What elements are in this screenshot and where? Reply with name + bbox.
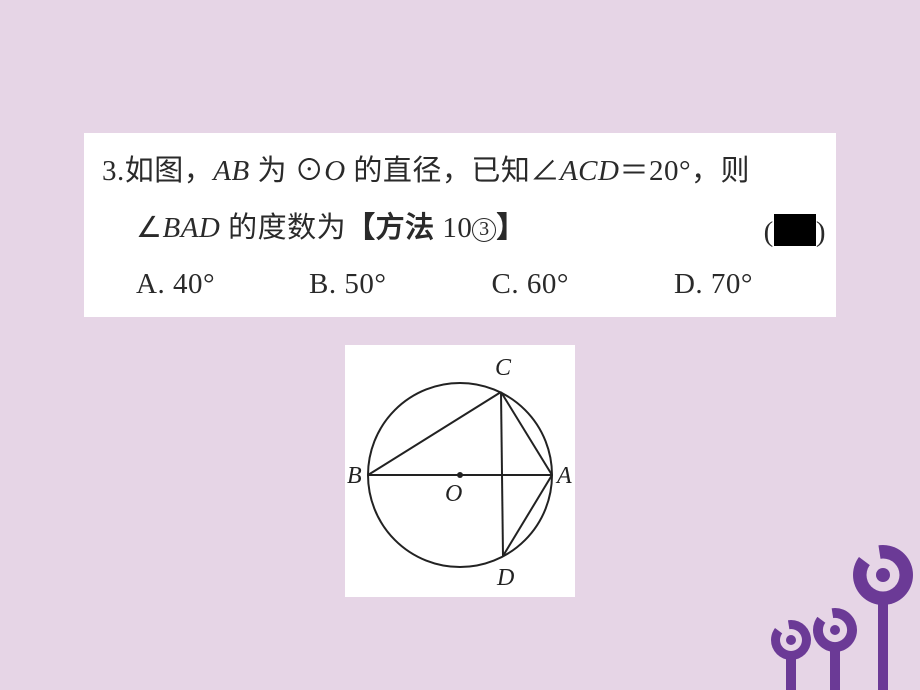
method-num: 10 [435, 212, 473, 244]
option-a: A. 40° [136, 256, 215, 313]
paren-r: ) [816, 216, 826, 248]
var-o: O [324, 155, 345, 187]
question-line-2: ∠BAD 的度数为【方法 103】 () [136, 200, 818, 257]
svg-text:A: A [555, 463, 572, 489]
t4: 的度数为 [220, 212, 346, 244]
geometry-figure: A B C D O [345, 345, 575, 597]
var-acd: ACD [560, 155, 620, 187]
decoration-flowers [750, 540, 920, 690]
option-c: C. 60° [492, 256, 569, 313]
method-close: 】 [496, 212, 526, 244]
svg-text:C: C [495, 355, 512, 381]
t2: 为 ⊙ [250, 155, 325, 187]
svg-text:D: D [496, 565, 514, 591]
var-bad: BAD [163, 212, 221, 244]
method-text: 方法 [376, 212, 435, 244]
answer-blank-box [774, 214, 816, 246]
circled-num: 3 [472, 218, 496, 242]
option-d: D. 70° [674, 256, 753, 313]
svg-text:B: B [347, 463, 362, 489]
method-open: 【 [346, 212, 376, 244]
eq-text: ＝20°，则 [619, 155, 750, 187]
answer-row: A. 40° B. 50° C. 60° D. 70° [102, 256, 818, 313]
t3: 的直径，已知∠ [346, 155, 560, 187]
t1: 如图， [125, 155, 214, 187]
paren-group: () [764, 204, 826, 261]
q-number: 3. [102, 155, 125, 187]
svg-text:O: O [445, 481, 462, 507]
option-b: B. 50° [309, 256, 386, 313]
question-line-1: 3.如图，AB 为 ⊙O 的直径，已知∠ACD＝20°，则 [102, 143, 818, 200]
var-ab: AB [213, 155, 249, 187]
angle-sym: ∠ [136, 212, 163, 244]
paren-l: ( [764, 216, 774, 248]
question-box: 3.如图，AB 为 ⊙O 的直径，已知∠ACD＝20°，则 ∠BAD 的度数为【… [84, 133, 836, 317]
